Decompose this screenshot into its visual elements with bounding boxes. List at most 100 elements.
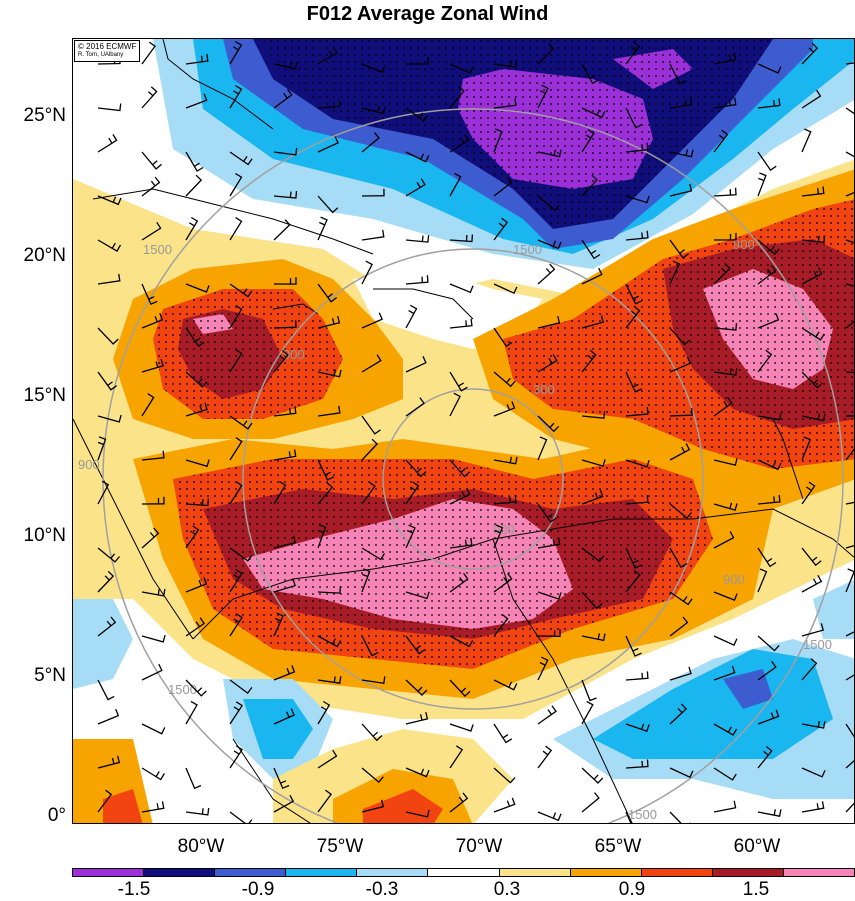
wind-barb bbox=[713, 591, 738, 601]
wind-barb bbox=[273, 147, 298, 156]
red-region-se bbox=[363, 789, 443, 823]
wind-barb bbox=[581, 239, 601, 260]
wind-barb bbox=[537, 415, 560, 433]
range-ring-label: 1500 bbox=[143, 242, 172, 257]
wind-barb bbox=[537, 745, 553, 769]
wind-barb bbox=[493, 494, 517, 505]
wind-barb bbox=[669, 260, 681, 285]
wind-barb bbox=[405, 767, 430, 778]
wind-barb bbox=[97, 436, 107, 461]
x-label-75w: 75°W bbox=[316, 836, 364, 857]
map-canvas: 1500 1500 900 900 300 900 900 1500 1500 1500 900 bbox=[73, 39, 854, 823]
wind-barb bbox=[97, 547, 120, 563]
map-plot[interactable]: 1500 1500 900 900 300 900 900 1500 1500 1500 900 bbox=[72, 38, 855, 824]
wind-barb bbox=[801, 235, 826, 244]
wind-barb bbox=[361, 676, 386, 685]
wind-barb bbox=[669, 591, 693, 606]
wind-barb bbox=[757, 745, 773, 769]
wind-barb bbox=[273, 219, 291, 241]
wind-barb bbox=[845, 62, 854, 65]
wind-barb bbox=[801, 436, 812, 461]
wind-barb bbox=[801, 623, 825, 637]
blue-region-south bbox=[723, 669, 773, 709]
wind-barb bbox=[845, 752, 854, 769]
wind-barb bbox=[581, 129, 595, 153]
colorbar-label-3: 0.3 bbox=[493, 879, 521, 900]
wind-barb bbox=[185, 767, 202, 790]
wind-barb bbox=[845, 674, 854, 681]
wind-barb bbox=[801, 720, 826, 729]
wind-barb bbox=[537, 705, 557, 725]
wind-barb bbox=[845, 544, 854, 549]
coast-jamaica bbox=[272, 303, 319, 315]
wind-barb bbox=[97, 103, 122, 112]
coast-south-america bbox=[192, 508, 854, 640]
wind-barb bbox=[669, 183, 693, 197]
wind-barb bbox=[361, 415, 381, 435]
wind-barb bbox=[405, 591, 430, 600]
wind-barb bbox=[537, 811, 562, 822]
wind-barb bbox=[229, 173, 243, 197]
wind-barb bbox=[757, 349, 773, 373]
wind-barb bbox=[405, 635, 426, 655]
colorbar-segment bbox=[73, 869, 145, 876]
wind-barb bbox=[801, 267, 823, 285]
wind-barb bbox=[801, 481, 816, 505]
wind-barb bbox=[405, 151, 430, 163]
coastlines bbox=[73, 39, 854, 823]
wind-barb bbox=[713, 397, 733, 417]
y-label-0: 0° bbox=[47, 805, 66, 826]
wind-barb bbox=[185, 700, 198, 725]
wind-barb bbox=[449, 679, 471, 698]
wind-barb bbox=[97, 273, 121, 285]
wind-barb bbox=[713, 665, 736, 681]
wind-barb bbox=[757, 809, 782, 817]
range-ring-label: 300 bbox=[533, 382, 555, 397]
wind-barb bbox=[185, 498, 210, 507]
wind-barb bbox=[493, 401, 516, 417]
wind-barb bbox=[141, 393, 155, 417]
wind-barb bbox=[185, 525, 200, 549]
wind-barb bbox=[845, 320, 854, 329]
wind-barb bbox=[449, 635, 474, 648]
wind-barb bbox=[493, 60, 518, 68]
wind-barb bbox=[581, 267, 603, 285]
wind-barb bbox=[493, 524, 504, 549]
wind-barb bbox=[625, 107, 643, 129]
wind-barb bbox=[185, 402, 208, 417]
wind-barb bbox=[449, 85, 465, 109]
colorbar-label-0: -1.5 bbox=[117, 879, 151, 900]
wind-barb bbox=[845, 239, 854, 244]
wind-barb bbox=[625, 671, 649, 681]
wind-barb bbox=[845, 501, 854, 505]
range-ring-middle bbox=[242, 248, 704, 710]
wind-barb bbox=[625, 371, 643, 393]
wind-barb bbox=[273, 61, 298, 70]
wind-barb bbox=[757, 547, 777, 568]
colorbar-label-4: 0.9 bbox=[618, 879, 646, 900]
wind-barb bbox=[493, 797, 516, 813]
wind-barb bbox=[757, 568, 768, 593]
wind-barb bbox=[581, 63, 600, 85]
wind-barb bbox=[801, 574, 823, 593]
wind-barb bbox=[669, 666, 692, 681]
wind-barb bbox=[713, 502, 738, 511]
wind-barb bbox=[757, 63, 782, 74]
wind-barb bbox=[449, 459, 471, 478]
wind-barb bbox=[361, 354, 382, 373]
wind-barb bbox=[317, 369, 342, 378]
wind-barb bbox=[625, 230, 649, 241]
wind-barb bbox=[493, 572, 513, 593]
range-ring-label: 1500 bbox=[803, 637, 832, 652]
chart-title: F012 Average Zonal Wind bbox=[306, 3, 549, 25]
range-ring-label: 900 bbox=[723, 572, 745, 587]
range-ring-label: 900 bbox=[733, 237, 755, 252]
wind-barb bbox=[757, 709, 780, 725]
wind-barb bbox=[757, 494, 781, 505]
wind-barb bbox=[581, 411, 606, 419]
wind-barb bbox=[801, 128, 812, 153]
colorbar-segment bbox=[357, 869, 429, 876]
wind-barb bbox=[449, 283, 474, 294]
coast-florida bbox=[162, 39, 274, 130]
wind-barb bbox=[845, 151, 854, 158]
